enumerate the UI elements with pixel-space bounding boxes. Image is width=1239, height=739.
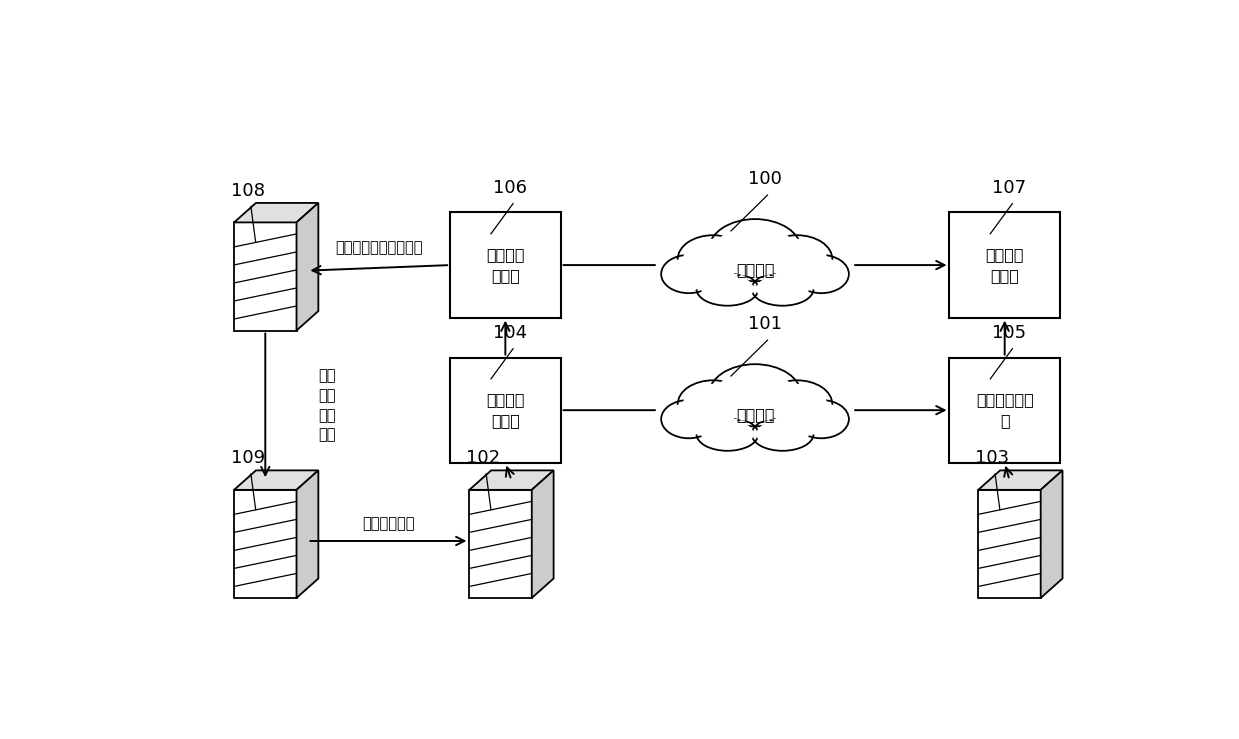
Polygon shape: [234, 222, 296, 330]
Ellipse shape: [665, 258, 712, 290]
Ellipse shape: [701, 275, 753, 303]
Text: 106: 106: [493, 179, 527, 197]
Bar: [949, 358, 1059, 463]
Ellipse shape: [709, 364, 802, 426]
Text: 107: 107: [992, 179, 1027, 197]
Polygon shape: [470, 471, 554, 490]
Ellipse shape: [716, 224, 794, 276]
Ellipse shape: [696, 418, 758, 451]
Text: 第二回源
交换机: 第二回源 交换机: [985, 247, 1023, 283]
Ellipse shape: [678, 381, 748, 428]
Text: 预设
网络
带宽
数据: 预设 网络 带宽 数据: [318, 368, 336, 443]
Ellipse shape: [665, 403, 712, 435]
Ellipse shape: [794, 400, 849, 438]
Text: 第二节点交换
机: 第二节点交换 机: [976, 392, 1033, 428]
Bar: [450, 358, 560, 463]
Ellipse shape: [762, 235, 833, 283]
Ellipse shape: [794, 255, 849, 293]
Polygon shape: [296, 471, 318, 598]
Ellipse shape: [683, 384, 743, 424]
Bar: [450, 212, 560, 318]
Polygon shape: [234, 490, 296, 598]
Ellipse shape: [701, 420, 753, 449]
Ellipse shape: [709, 219, 802, 282]
Text: 预设网络: 预设网络: [736, 262, 774, 277]
Polygon shape: [532, 471, 554, 598]
Ellipse shape: [767, 384, 826, 424]
Text: 预设网络实时带宽采集: 预设网络实时带宽采集: [335, 240, 422, 255]
Text: 100: 100: [747, 170, 782, 188]
Ellipse shape: [756, 420, 809, 449]
Ellipse shape: [662, 255, 716, 293]
Text: 备用网络: 备用网络: [736, 407, 774, 423]
Text: 109: 109: [230, 449, 265, 467]
Polygon shape: [979, 490, 1041, 598]
Polygon shape: [296, 203, 318, 330]
Ellipse shape: [696, 272, 758, 306]
Text: 带宽分配比值: 带宽分配比值: [362, 516, 415, 531]
Text: 第一回源
交换机: 第一回源 交换机: [486, 247, 524, 283]
Polygon shape: [1041, 471, 1063, 598]
Ellipse shape: [683, 239, 743, 279]
Text: 108: 108: [230, 182, 265, 200]
Ellipse shape: [798, 403, 845, 435]
Polygon shape: [979, 471, 1063, 490]
Ellipse shape: [756, 275, 809, 303]
Ellipse shape: [767, 239, 826, 279]
Ellipse shape: [752, 418, 814, 451]
Polygon shape: [234, 471, 318, 490]
Text: 101: 101: [747, 316, 782, 333]
Text: 102: 102: [466, 449, 501, 467]
Polygon shape: [234, 203, 318, 222]
Text: 第一节点
交换机: 第一节点 交换机: [486, 392, 524, 428]
Ellipse shape: [678, 235, 748, 283]
Ellipse shape: [752, 272, 814, 306]
Ellipse shape: [662, 400, 716, 438]
Ellipse shape: [762, 381, 833, 428]
Ellipse shape: [798, 258, 845, 290]
Bar: [949, 212, 1059, 318]
Text: 104: 104: [493, 324, 528, 342]
Text: 105: 105: [992, 324, 1027, 342]
Ellipse shape: [716, 369, 794, 422]
Text: 103: 103: [975, 449, 1010, 467]
Polygon shape: [470, 490, 532, 598]
